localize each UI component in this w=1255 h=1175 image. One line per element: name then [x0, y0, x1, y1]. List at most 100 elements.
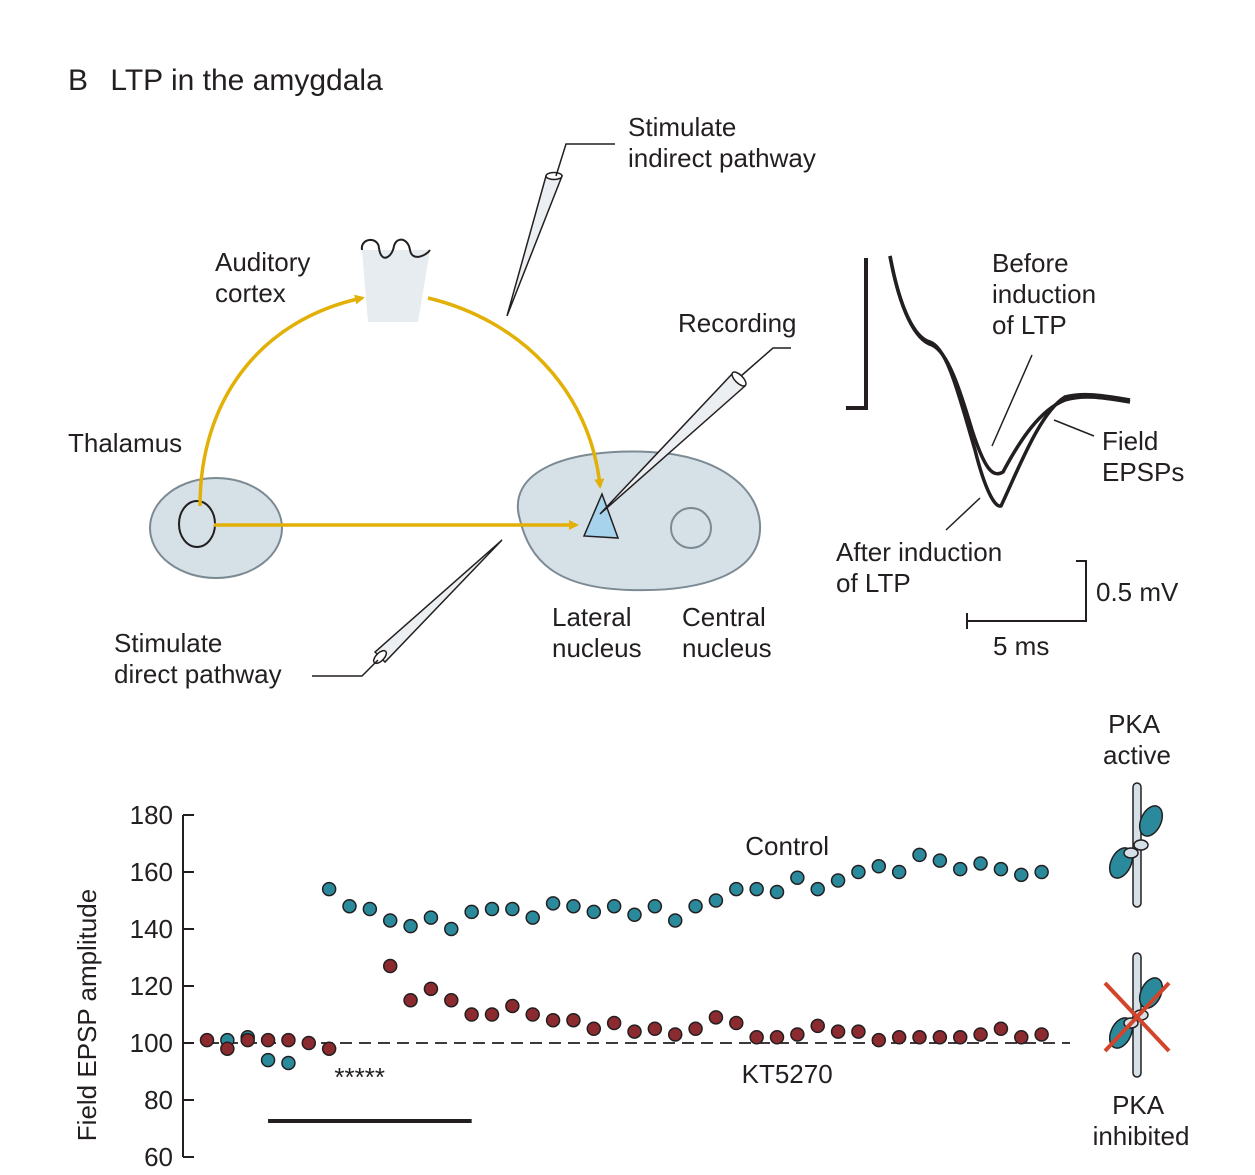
kt5270-data-point — [851, 1024, 866, 1039]
control-data-point — [688, 898, 703, 914]
control-data-point — [891, 864, 907, 880]
kt5270-data-point — [566, 1012, 581, 1028]
lateral-nucleus-shape — [582, 491, 620, 539]
y-axis-label: Field EPSP amplitude — [72, 889, 102, 1141]
kt5270-data-point — [464, 1007, 479, 1022]
control-data-point — [647, 898, 663, 914]
pka-inhibited-icon — [1103, 952, 1171, 1078]
control-data-point — [423, 910, 439, 925]
control-data-point — [749, 881, 764, 897]
direct-stim-electrode — [312, 539, 503, 677]
control-data-point — [606, 898, 622, 914]
thalamus-shape — [149, 477, 283, 579]
after-ltp-label: After induction of LTP — [836, 537, 1009, 598]
kt5270-data-point — [444, 993, 459, 1008]
kt5270-data-point — [240, 1032, 255, 1048]
amygdala-shape — [517, 450, 762, 592]
control-data-point — [545, 896, 561, 911]
kt5270-data-point — [484, 1007, 500, 1022]
auditory-cortex-label: Auditory cortex — [215, 247, 318, 308]
kt5270-data-point — [1034, 1027, 1049, 1042]
cortex-to-amygdala-pathway — [427, 296, 605, 489]
epsp-traces — [846, 255, 1131, 629]
kt5270-data-point — [627, 1024, 642, 1039]
control-data-point — [362, 901, 378, 917]
stim-direct-label: Stimulate direct pathway — [114, 628, 282, 689]
after-ltp-trace — [888, 255, 1131, 508]
control-data-point — [851, 864, 866, 880]
epsp-amplitude-chart: 60 80 100 120 140 160 180 Control KT5270 ***** — [130, 800, 1070, 1172]
kt5270-data-point — [525, 1007, 540, 1022]
kt5270-data-point — [586, 1021, 602, 1036]
kt5270-data-point — [505, 998, 520, 1014]
control-data-point — [912, 847, 927, 863]
pka-inhibited-label: PKA inhibited — [1093, 1090, 1190, 1151]
panel-title: B LTP in the amygdala — [68, 64, 383, 97]
control-data-point — [769, 884, 785, 900]
control-data-point — [342, 898, 357, 914]
kt5270-data-point — [260, 1032, 276, 1048]
kt5270-data-point — [606, 1015, 622, 1031]
y-tick-label: 180 — [130, 800, 173, 830]
control-data-point — [790, 870, 805, 885]
control-data-point — [281, 1055, 296, 1071]
kt5270-data-point — [830, 1024, 846, 1039]
kt5270-data-point — [973, 1027, 988, 1042]
y-axis-ticks: 60 80 100 120 140 160 180 — [130, 800, 194, 1172]
kt5270-data-point — [1014, 1030, 1029, 1045]
kt5270-series-label: KT5270 — [742, 1059, 833, 1089]
thalamus-to-cortex-pathway — [198, 294, 365, 507]
control-data-point — [708, 893, 724, 908]
kt5270-data-point — [769, 1030, 785, 1045]
inhibition-cross-b — [1103, 981, 1171, 1053]
kt5270-data-point — [199, 1032, 215, 1048]
y-tick-label: 100 — [130, 1028, 173, 1058]
stim-artifact-trace — [846, 258, 868, 410]
control-data-point — [993, 861, 1009, 877]
kt5270-data-point — [729, 1015, 744, 1031]
stim-indirect-label: Stimulate indirect pathway — [628, 112, 816, 173]
control-data-point — [260, 1052, 276, 1068]
central-nucleus-label: Central nucleus — [682, 602, 773, 663]
thalamus-label: Thalamus — [68, 428, 182, 458]
stimulation-asterisks: ***** — [334, 1062, 385, 1092]
kt5270-data-point — [891, 1030, 907, 1045]
kt5270-data-point — [993, 1021, 1009, 1036]
control-data-point — [464, 904, 479, 920]
y-tick-label: 160 — [130, 857, 173, 887]
control-data-point — [321, 881, 337, 897]
control-data-point — [403, 918, 418, 934]
kt5270-data-point — [810, 1018, 825, 1034]
control-data-point — [830, 873, 846, 888]
kt5270-data-point — [220, 1041, 235, 1056]
recording-label: Recording — [678, 308, 797, 338]
y-tick-label: 120 — [130, 971, 173, 1001]
kt5270-data-point — [545, 1012, 561, 1028]
kt5270-data-point — [932, 1030, 948, 1045]
indirect-stim-electrode — [506, 143, 615, 317]
control-data-point — [810, 881, 825, 897]
control-data-point — [729, 881, 744, 897]
y-tick-label: 60 — [144, 1142, 173, 1172]
control-data-point — [382, 913, 398, 928]
kt5270-data-point — [688, 1021, 703, 1036]
recording-electrode — [599, 347, 791, 515]
scale-bar — [966, 560, 1087, 629]
control-data-point — [444, 921, 459, 937]
kt5270-data-point — [647, 1021, 663, 1036]
field-epsps-label: Field EPSPs — [1102, 426, 1184, 487]
data-points — [199, 847, 1049, 1071]
control-data-point — [525, 910, 540, 925]
central-nucleus-shape — [670, 507, 712, 549]
field-epsps-pointer — [1053, 419, 1095, 437]
scale-ms-label: 5 ms — [993, 631, 1049, 661]
chart-annotations: Control KT5270 ***** — [268, 831, 833, 1123]
auditory-cortex-shape — [362, 250, 430, 322]
kt5270-data-point — [790, 1027, 805, 1042]
control-data-point — [1034, 864, 1049, 880]
kt5270-data-point — [667, 1027, 683, 1042]
control-data-point — [586, 904, 602, 920]
pka-active-label: PKA active — [1103, 709, 1171, 770]
before-ltp-label: Before induction of LTP — [992, 248, 1103, 340]
